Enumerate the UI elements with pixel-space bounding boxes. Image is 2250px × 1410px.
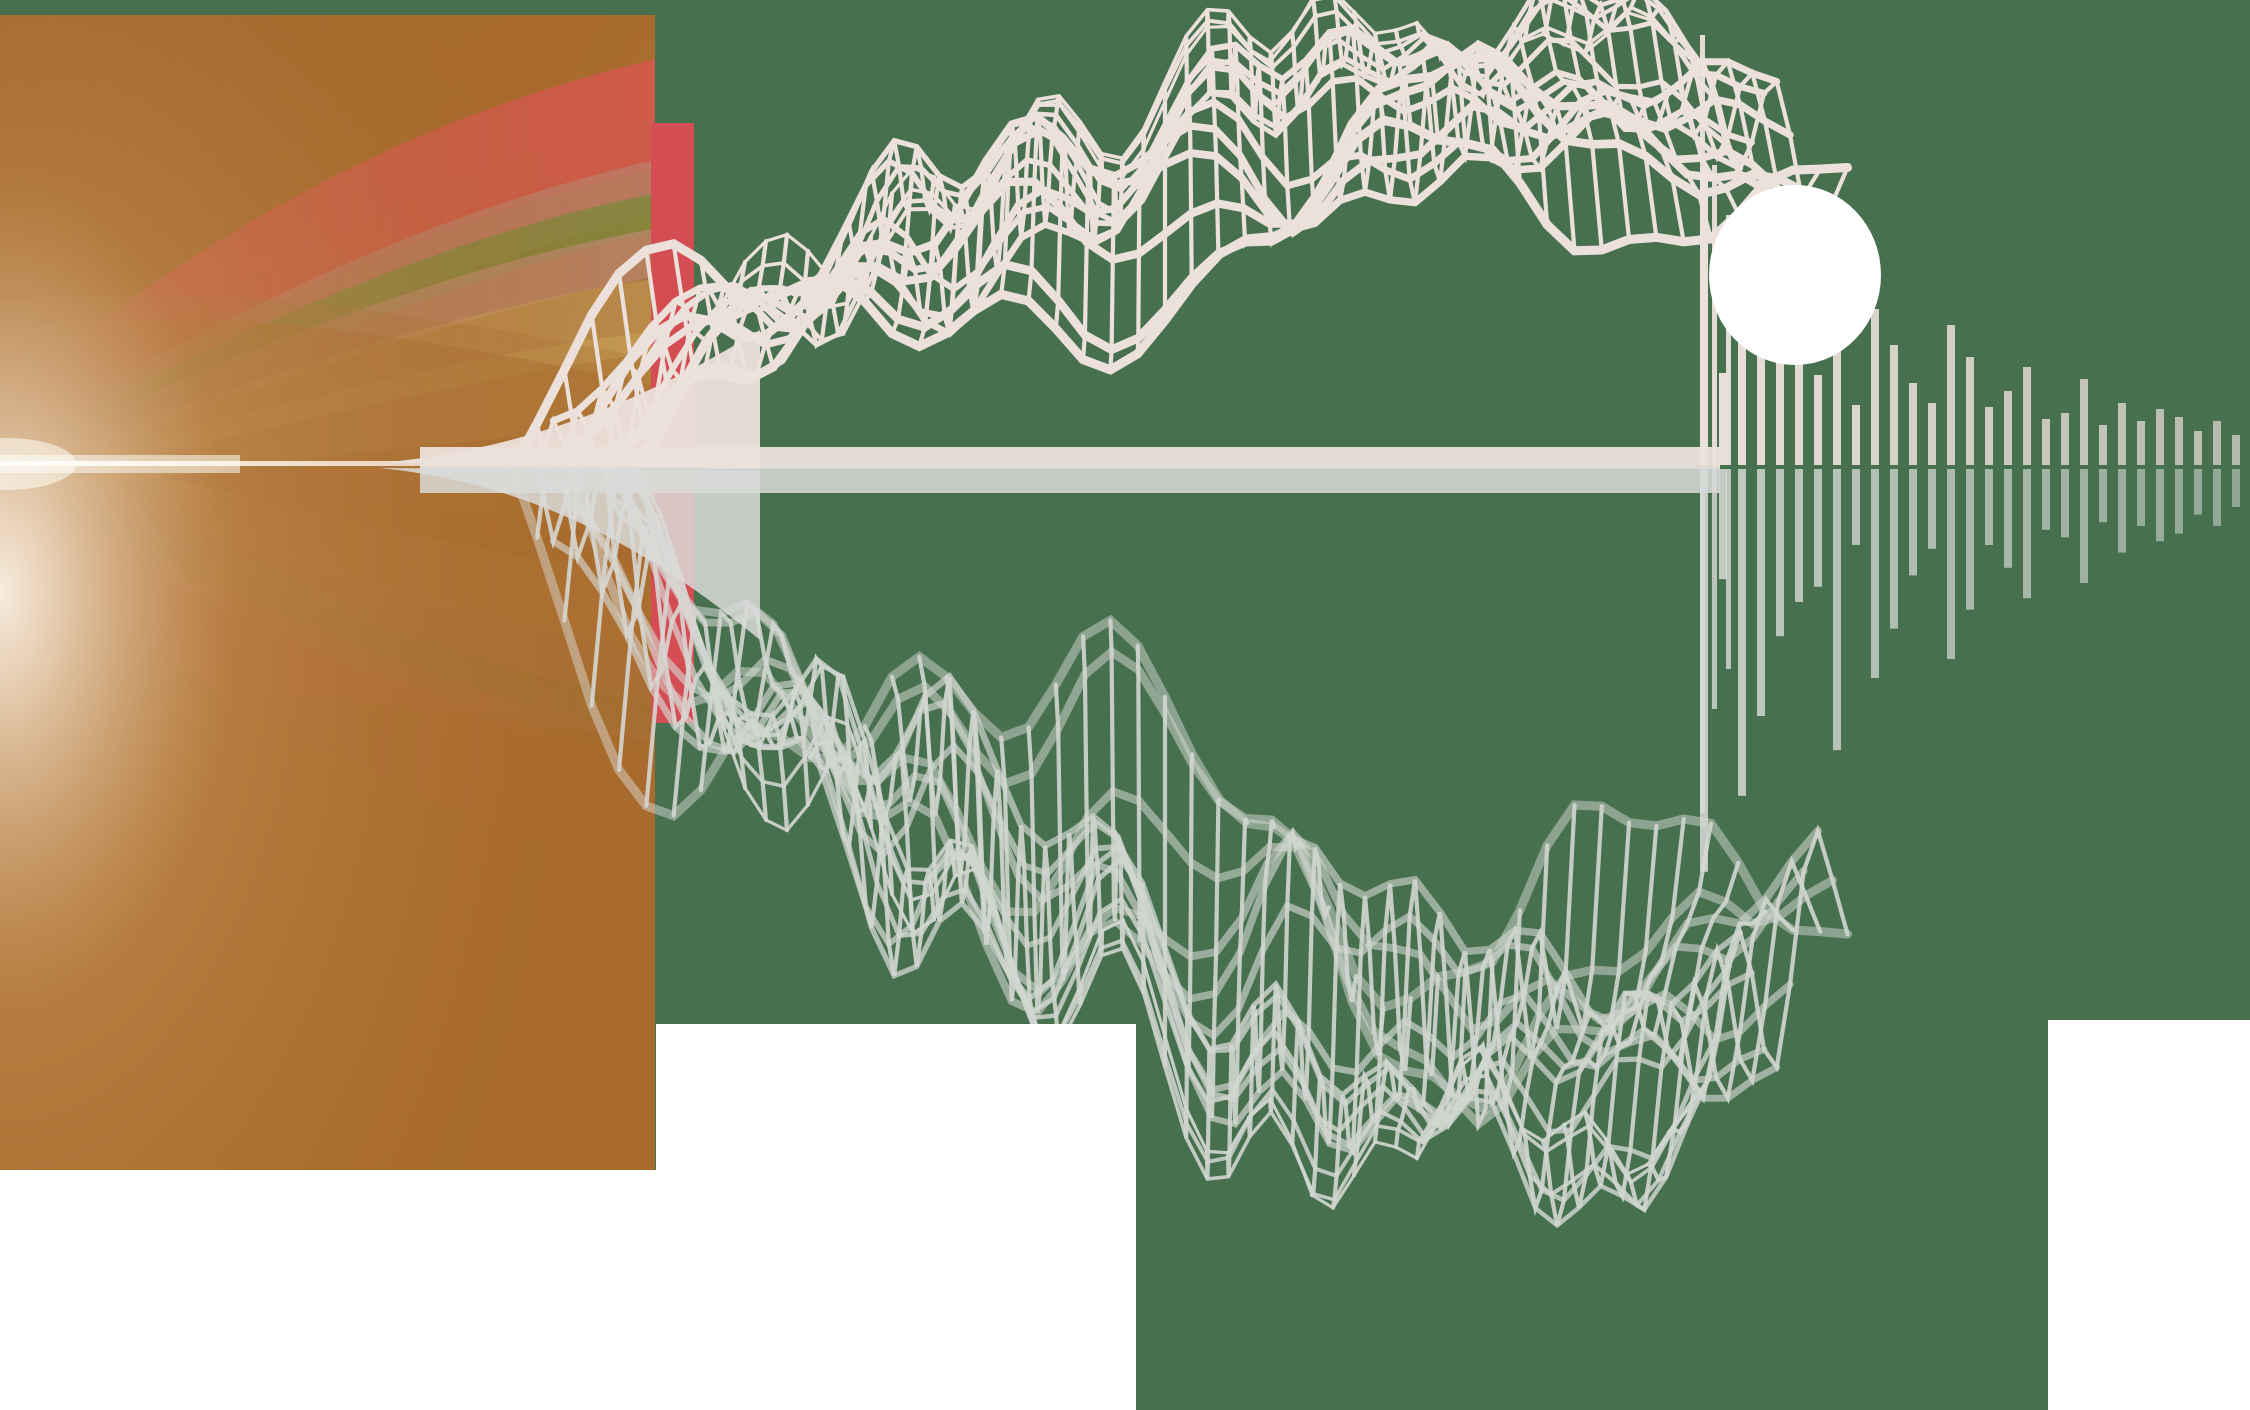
spectrum-bar-reflection <box>1928 469 1936 549</box>
spectrum-bar <box>2004 391 2012 465</box>
spectrum-bar <box>2099 425 2107 465</box>
spectrum-bar-reflection <box>2156 469 2164 542</box>
spectrum-bar-reflection <box>2118 469 2126 553</box>
spectrum-bar-reflection <box>2232 469 2240 507</box>
spectrum-bar <box>1795 363 1803 465</box>
spectrum-bar-reflection <box>2099 469 2107 523</box>
spectrum-bar <box>2232 435 2240 465</box>
spectrum-bar-reflection <box>2004 469 2012 568</box>
brown-gradient-panel <box>0 15 700 1170</box>
spectrum-bar <box>2175 417 2183 465</box>
spectrum-bar <box>1833 263 1841 465</box>
spectrum-bar <box>1757 277 1765 465</box>
spectrum-bar <box>2194 431 2202 465</box>
spectrum-spike <box>1712 165 1717 465</box>
spectrum-bar <box>1871 309 1879 465</box>
spectrum-bar <box>1947 325 1955 465</box>
spectrum-bar-reflection <box>1757 469 1765 716</box>
spectrum-bar <box>1719 373 1727 465</box>
spectrum-bar-reflection <box>2137 469 2145 526</box>
spectrum-spike-reflection <box>1726 469 1731 669</box>
spectrum-bar <box>2042 419 2050 465</box>
spectrum-bar-reflection <box>1738 469 1746 796</box>
spectrum-bar-reflection <box>1909 469 1917 576</box>
spectrum-bar-reflection <box>1871 469 1879 678</box>
spectrum-bar-reflection <box>1890 469 1898 629</box>
spectrum-bar-reflection <box>1719 469 1727 580</box>
spectrum-bar <box>2080 379 2088 465</box>
spectrum-bar-reflection <box>1947 469 1955 659</box>
spectrum-bar-reflection <box>2175 469 2183 534</box>
white-circle <box>1709 185 1881 365</box>
spectrum-bar-reflection <box>2194 469 2202 515</box>
white-rect-bottom-right <box>2048 1020 2250 1410</box>
spectrum-bar-reflection <box>2042 469 2050 530</box>
spectrum-bar-reflection <box>1776 469 1784 637</box>
spectrum-bar <box>2118 403 2126 465</box>
mesh-reflection <box>507 467 1853 1229</box>
spectrum-bar-reflection <box>2213 469 2221 526</box>
spectrum-bar-reflection <box>1833 469 1841 751</box>
spectrum-bar <box>2023 367 2031 465</box>
spectrum-bar-reflection <box>2023 469 2031 599</box>
spectrum-bar-reflection <box>1966 469 1974 610</box>
spectrum-bar <box>2061 413 2069 465</box>
spectrum-bar <box>1966 357 1974 465</box>
spectrum-bar-reflection <box>2080 469 2088 583</box>
spectrum-spike-reflection <box>1700 469 1705 813</box>
spectrum-bar <box>2156 409 2164 465</box>
spectrum-bar <box>2137 421 2145 465</box>
spectrum-bar <box>1776 341 1784 465</box>
spectrum-spike <box>1726 215 1731 465</box>
spectrum-bar <box>2213 421 2221 465</box>
white-rect-bottom-left <box>0 1170 656 1410</box>
spectrum-bar-reflection <box>1985 469 1993 545</box>
spectrum-bar <box>1909 383 1917 465</box>
spectrum-bar <box>1738 229 1746 465</box>
spectrum-bar <box>1852 405 1860 465</box>
spectrum-bar-reflection <box>2061 469 2069 538</box>
spectrum-bar <box>1928 403 1936 465</box>
spectrum-bar-reflection <box>1814 469 1822 587</box>
spectrum-bar <box>1814 375 1822 465</box>
spectrum-bar-reflection <box>1795 469 1803 602</box>
spectrum-spike <box>1700 35 1705 465</box>
horizon-glow-line <box>0 461 700 466</box>
spectrum-spike-reflection <box>1712 469 1717 709</box>
white-rect-bottom-center <box>656 1024 1136 1410</box>
spectrum-bar <box>1890 345 1898 465</box>
mesh-upper <box>508 0 1853 467</box>
spectrum-bar-reflection <box>1852 469 1860 545</box>
spectrum-bar <box>1985 407 1993 465</box>
